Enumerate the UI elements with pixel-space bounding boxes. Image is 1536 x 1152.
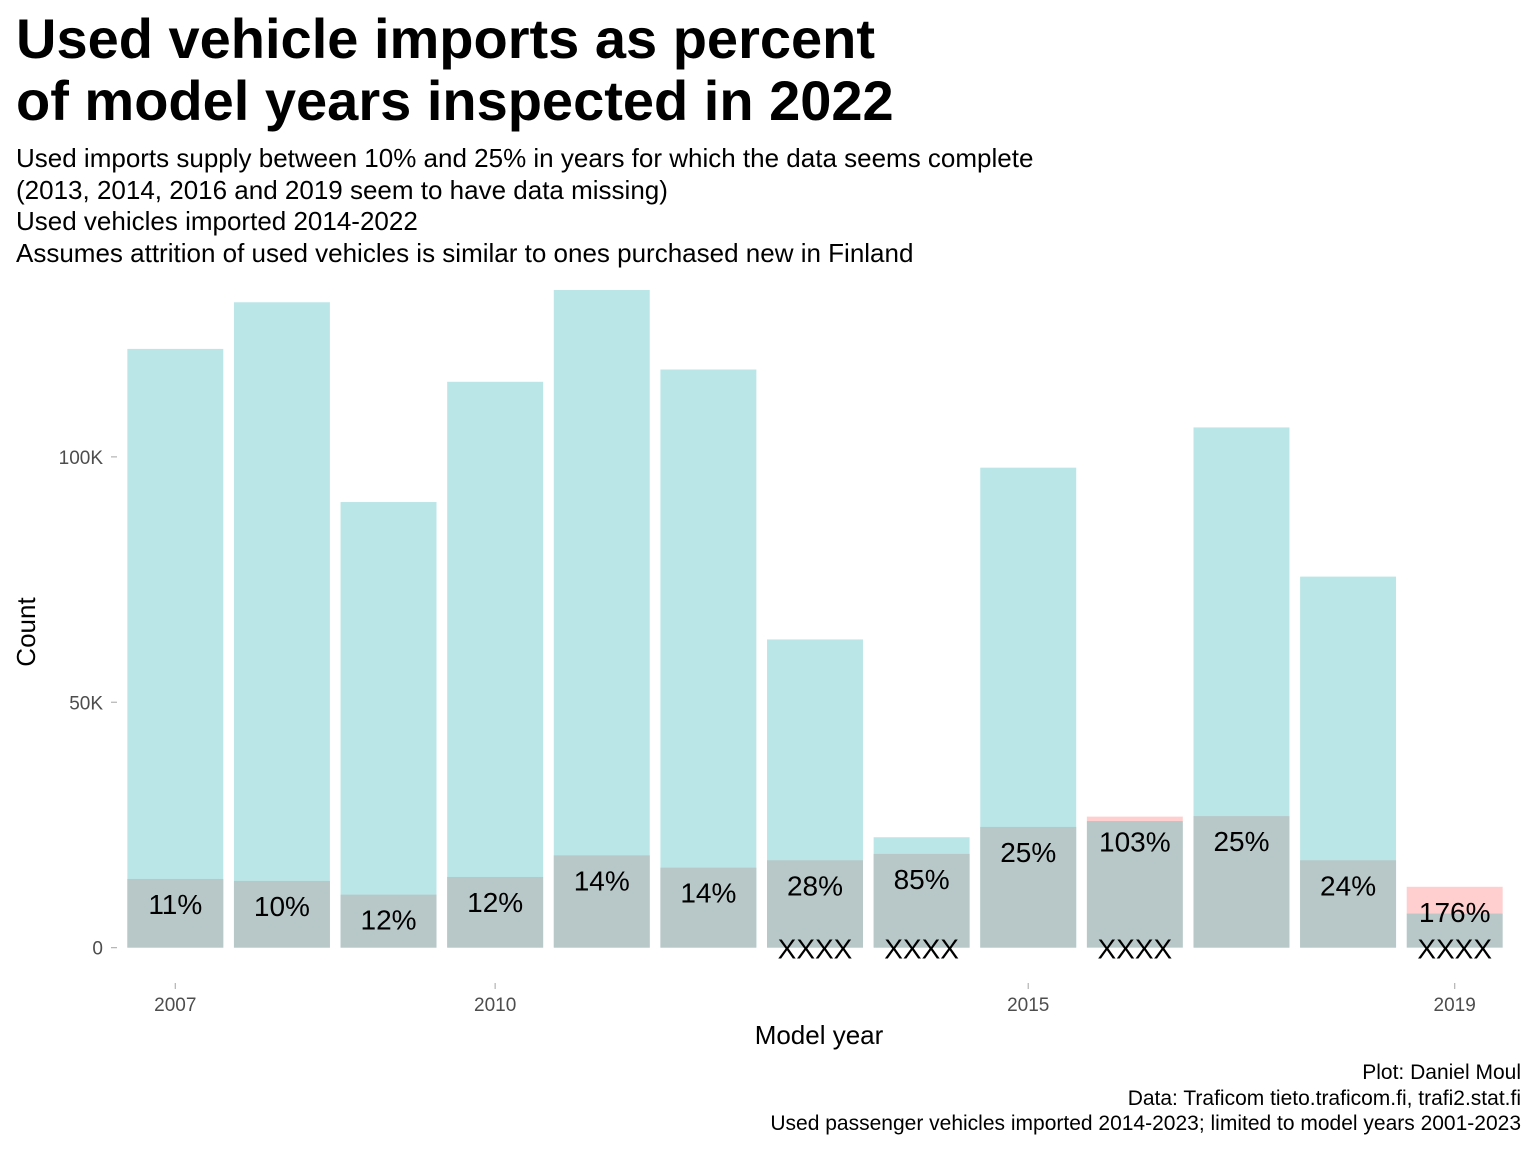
caption-line-3: Used passenger vehicles imported 2014-20… bbox=[770, 1112, 1521, 1135]
bar-inspected bbox=[553, 290, 650, 948]
y-tick-label: 50K bbox=[69, 693, 103, 714]
bar-inspected bbox=[127, 348, 224, 948]
bar-imported bbox=[553, 855, 650, 948]
bar-percent-label: 28% bbox=[787, 870, 843, 901]
bar-inspected bbox=[1086, 821, 1183, 948]
bar-inspected bbox=[233, 302, 330, 948]
bar-percent-label: 25% bbox=[1213, 826, 1269, 857]
bar-imported bbox=[660, 867, 757, 948]
x-axis-title: Model year bbox=[755, 1020, 884, 1050]
bar-imported bbox=[980, 826, 1077, 948]
subtitle-line-3: Used vehicles imported 2014-2022 bbox=[16, 206, 418, 236]
chart-caption: Plot: Daniel Moul Data: Traficom tieto.t… bbox=[770, 1060, 1521, 1137]
bar-inspected bbox=[447, 381, 544, 948]
x-axis: 2007 2010 2015 2019 bbox=[154, 983, 1476, 1016]
bar-percent-label: 14% bbox=[680, 878, 736, 909]
subtitle-line-4: Assumes attrition of used vehicles is si… bbox=[16, 237, 914, 268]
y-tick-label: 0 bbox=[92, 939, 103, 960]
bar-inspected bbox=[1406, 913, 1503, 948]
chart-subtitle: Used imports supply between 10% and 25% … bbox=[16, 143, 1033, 269]
x-tick-label: 2007 bbox=[154, 995, 196, 1016]
bar-percent-label: 24% bbox=[1320, 870, 1376, 901]
bar-labels: 11% 10% 12% 12% 14% 14% 28% XXXX 85% XXXX 25% 103% X… bbox=[148, 826, 1492, 965]
caption-line-2: Data: Traficom tieto.traficom.fi, trafi2… bbox=[1127, 1086, 1521, 1110]
missing-data-marker: XXXX bbox=[884, 934, 959, 965]
x-tick-label: 2015 bbox=[1007, 995, 1049, 1016]
bar-percent-label: 85% bbox=[894, 864, 950, 895]
chart-title-line-1: Used vehicle imports as percent bbox=[16, 7, 876, 70]
subtitle-line-2: (2013, 2014, 2016 and 2019 seem to have … bbox=[16, 174, 668, 205]
bar-imported bbox=[873, 853, 970, 948]
y-tick-label: 100K bbox=[59, 448, 104, 469]
bar-percent-label: 11% bbox=[148, 889, 202, 920]
bar-imported bbox=[340, 894, 437, 948]
bar-percent-label: 12% bbox=[361, 905, 417, 936]
bar-imported bbox=[233, 880, 330, 948]
bar-imported bbox=[767, 860, 863, 948]
bar-imported bbox=[1406, 886, 1503, 914]
y-axis-title: Count bbox=[11, 597, 41, 667]
x-tick-label: 2010 bbox=[474, 995, 516, 1016]
bar-percent-label: 14% bbox=[574, 865, 630, 896]
x-tick-label: 2019 bbox=[1434, 995, 1476, 1016]
caption-line-1: Plot: Daniel Moul bbox=[1362, 1061, 1521, 1084]
chart-title-line-2: of model years inspected in 2022 bbox=[16, 69, 894, 132]
bar-percent-label: 25% bbox=[1000, 837, 1056, 868]
bar-imported bbox=[1300, 860, 1397, 948]
bar-inspected bbox=[660, 369, 757, 948]
subtitle-line-1: Used imports supply between 10% and 25% … bbox=[16, 143, 1034, 173]
bar-imported bbox=[127, 878, 224, 948]
bar-percent-label: 103% bbox=[1099, 827, 1171, 858]
bar-imported bbox=[1193, 816, 1290, 948]
bar-percent-label: 12% bbox=[467, 887, 523, 918]
missing-data-marker: XXXX bbox=[1417, 934, 1492, 965]
bar-percent-label: 10% bbox=[254, 891, 310, 922]
bar-imported bbox=[447, 876, 544, 948]
bar-imported bbox=[1086, 816, 1183, 822]
y-axis: 0 50K 100K bbox=[59, 448, 117, 960]
bar-percent-label: 176% bbox=[1419, 897, 1491, 928]
chart-title: Used vehicle imports as percent of model… bbox=[16, 8, 894, 132]
missing-data-marker: XXXX bbox=[778, 934, 853, 965]
bar-inspected bbox=[340, 502, 437, 948]
missing-data-marker: XXXX bbox=[1097, 934, 1172, 965]
bars bbox=[127, 290, 1503, 948]
